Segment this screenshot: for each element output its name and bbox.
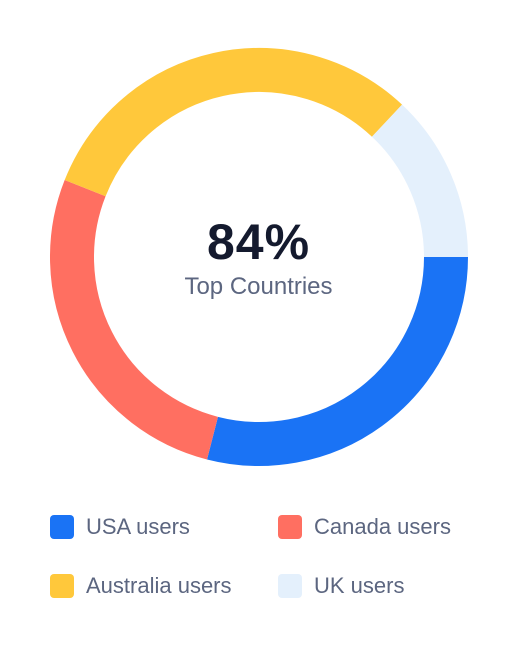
legend-swatch-canada (278, 515, 302, 539)
legend: USA users Canada users Australia users U… (0, 500, 517, 620)
donut-slice-canada[interactable] (50, 180, 219, 460)
legend-label-australia: Australia users (86, 573, 232, 598)
legend-swatch-australia (50, 574, 74, 598)
donut-slice-usa[interactable] (207, 256, 468, 466)
legend-label-uk: UK users (314, 573, 405, 598)
center-label: Top Countries (184, 273, 333, 300)
legend-item-usa[interactable]: USA users (50, 512, 190, 542)
legend-label-canada: Canada users (314, 514, 451, 539)
legend-item-australia[interactable]: Australia users (50, 571, 232, 601)
donut-chart (50, 48, 468, 466)
legend-item-uk[interactable]: UK users (278, 571, 404, 601)
donut-slice-uk[interactable] (371, 104, 468, 258)
legend-swatch-usa (50, 515, 74, 539)
donut-center: 84% Top Countries (0, 212, 517, 302)
donut-slice-australia[interactable] (64, 48, 403, 197)
legend-swatch-uk (278, 574, 302, 598)
legend-label-usa: USA users (86, 514, 190, 539)
center-value: 84% (206, 214, 311, 270)
legend-item-canada[interactable]: Canada users (278, 512, 451, 542)
